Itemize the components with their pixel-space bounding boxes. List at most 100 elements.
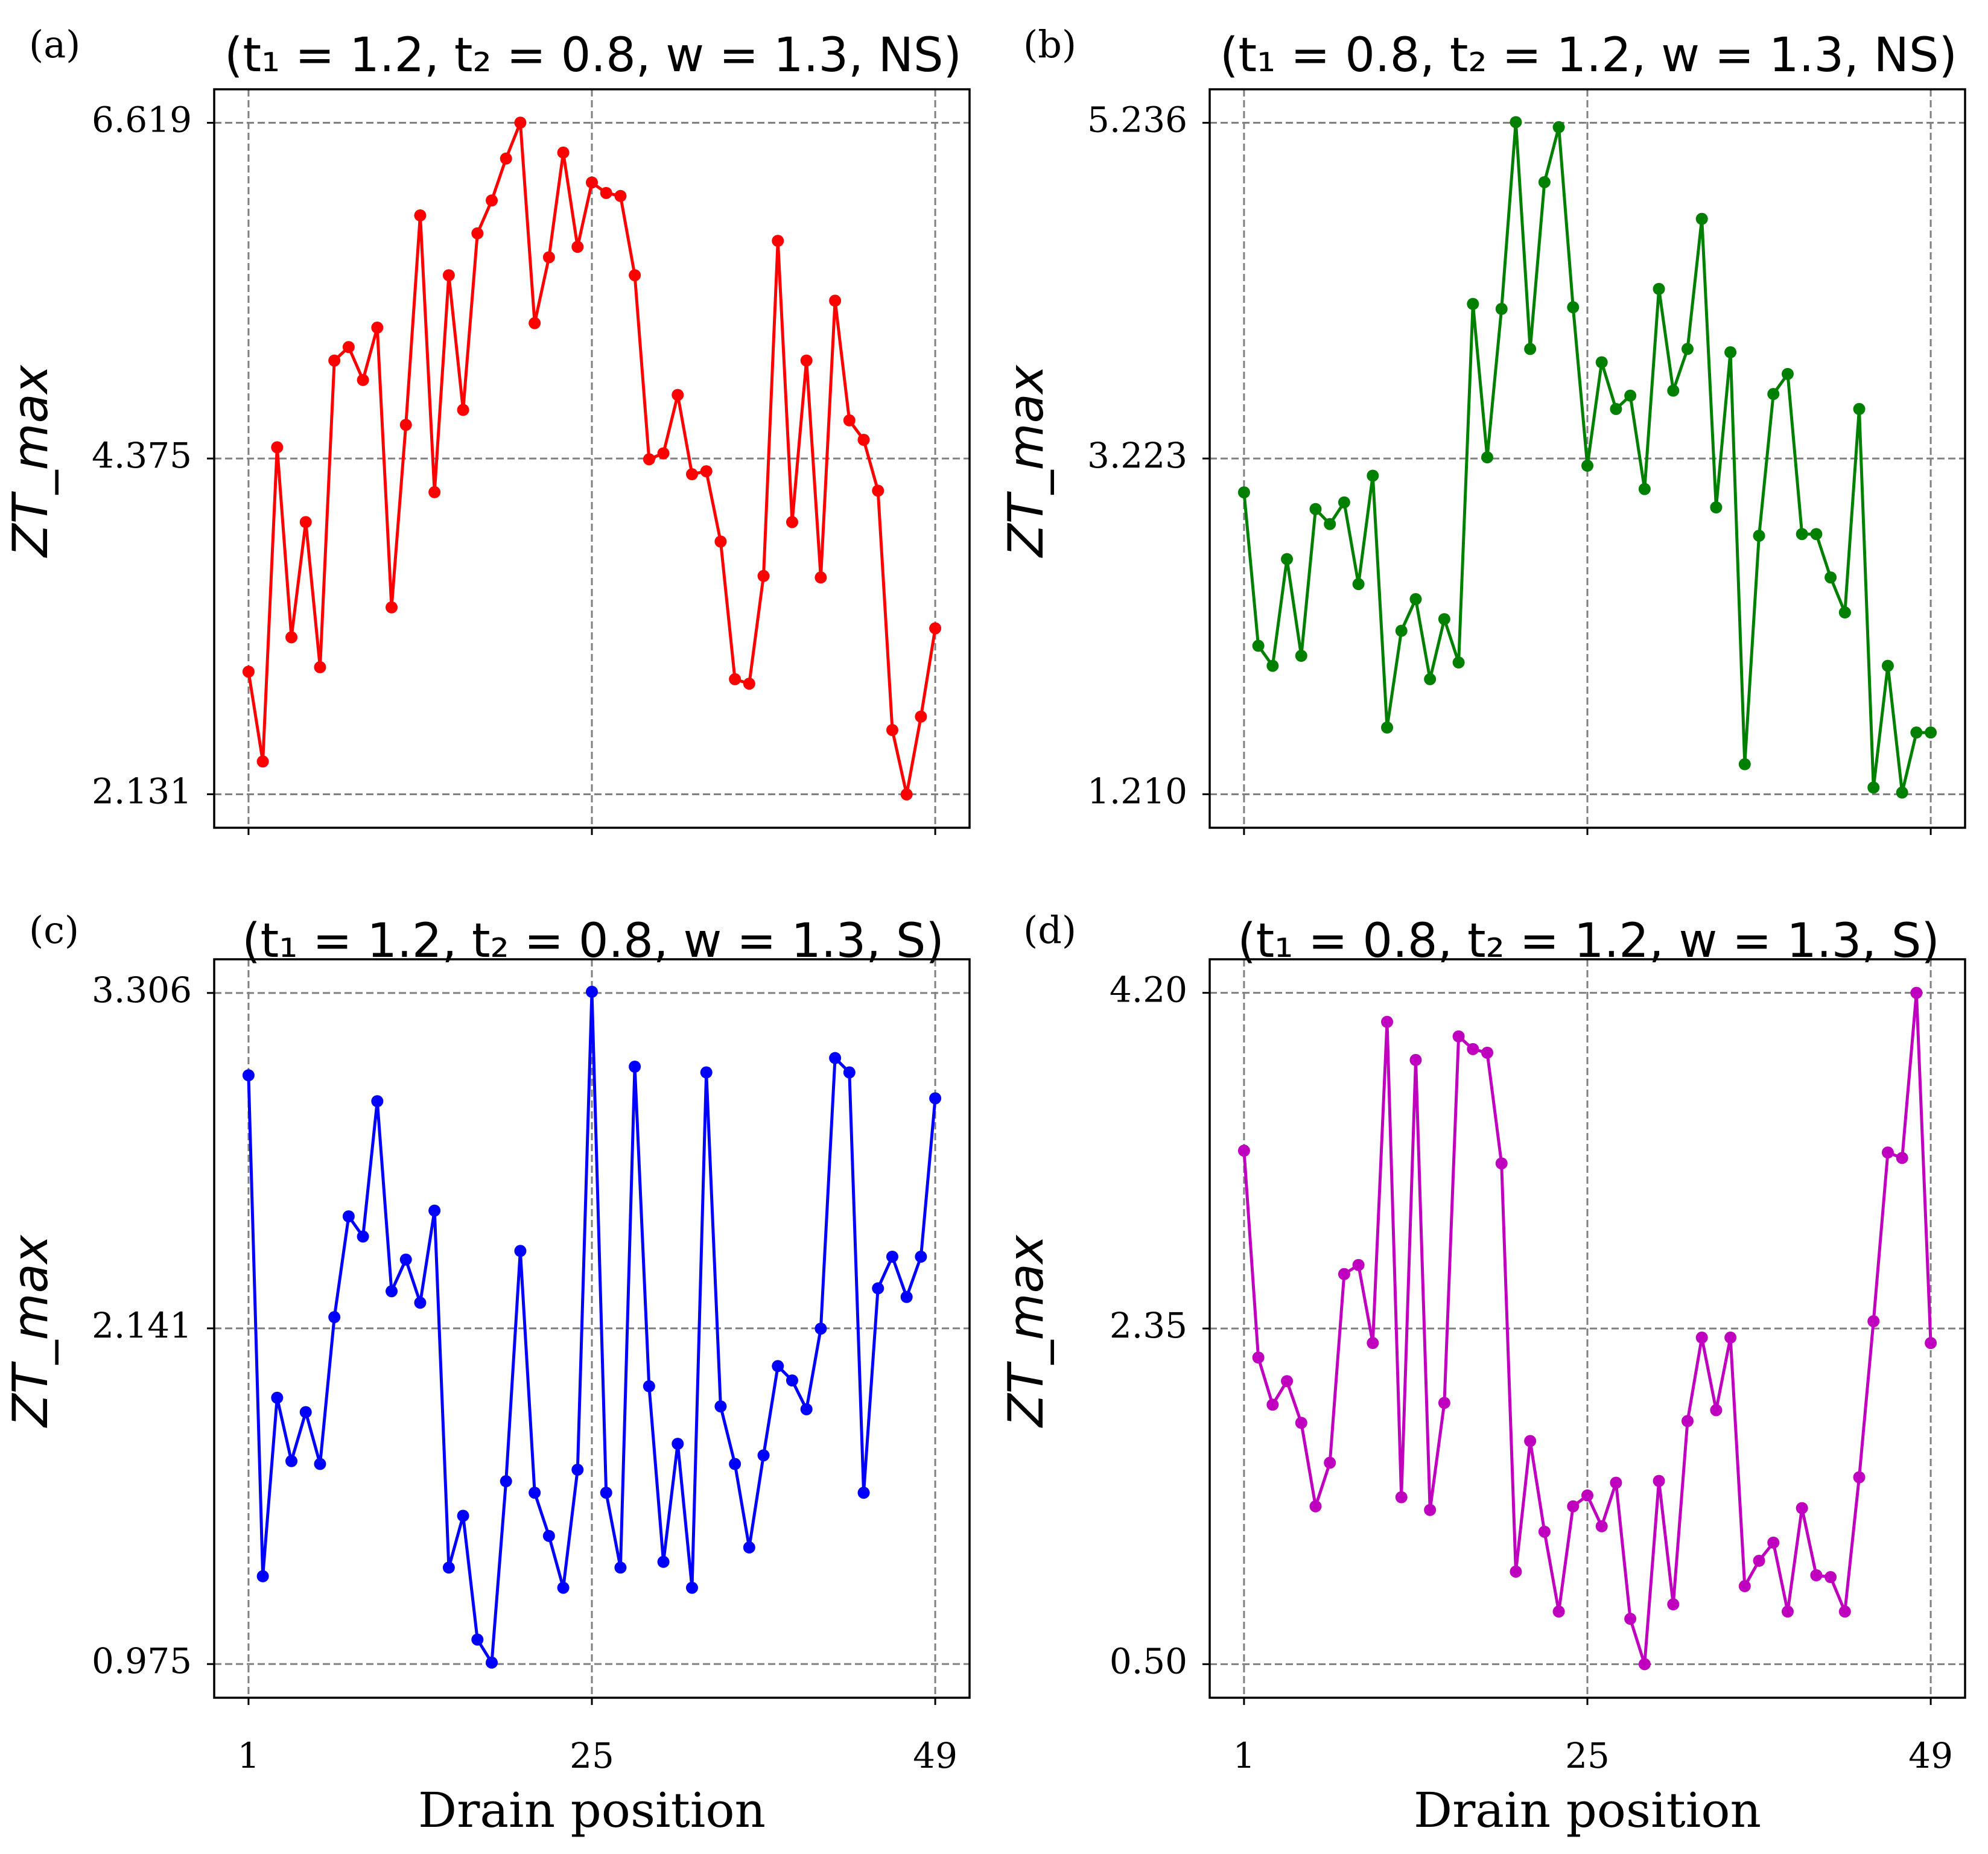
panel-b-data-point bbox=[1781, 367, 1794, 380]
panel-a-ytick-label: 2.131 bbox=[92, 770, 192, 811]
panel-a-data-point bbox=[600, 186, 612, 199]
panel-b-data-point bbox=[1324, 518, 1336, 530]
panel-a-data-point bbox=[743, 678, 755, 690]
panel-a-data-point bbox=[529, 317, 541, 329]
panel-b-data-point bbox=[1824, 571, 1837, 584]
panel-b-data-point bbox=[1467, 297, 1479, 310]
panel-a-data-point bbox=[643, 453, 655, 466]
panel-d-data-point bbox=[1438, 1397, 1450, 1409]
panel-a-data-point bbox=[714, 535, 727, 548]
panel-c-data-point bbox=[872, 1282, 884, 1295]
panel-c-data-point bbox=[929, 1092, 942, 1105]
panel-d-data-point bbox=[1467, 1043, 1479, 1055]
panel-a-data-point bbox=[386, 601, 398, 614]
panel-d-data-point bbox=[1681, 1415, 1694, 1427]
panel-b-data-point bbox=[1595, 356, 1608, 369]
panel-c-data-point bbox=[428, 1204, 441, 1217]
panel-d-data-point bbox=[1352, 1259, 1365, 1271]
panel-b-ylabel: ZT_max bbox=[998, 364, 1054, 558]
panel-a-data-point bbox=[815, 571, 827, 584]
panel-a-data-point bbox=[299, 516, 312, 529]
panel-c-data-point bbox=[857, 1487, 870, 1499]
panel-b-data-point bbox=[1309, 503, 1322, 515]
panel-c-data-point bbox=[629, 1060, 641, 1073]
panel-b-data-point bbox=[1710, 501, 1723, 513]
panel-b-data-point bbox=[1653, 282, 1665, 295]
panel-d-data-point bbox=[1767, 1536, 1780, 1549]
panel-d-data-point bbox=[1395, 1491, 1408, 1503]
panel-a-data-point bbox=[672, 389, 684, 401]
panel-a-data-point bbox=[729, 673, 742, 685]
panel-d-data-point bbox=[1610, 1476, 1622, 1489]
panel-a-data-point bbox=[900, 788, 913, 801]
panel-a-data-point bbox=[614, 189, 627, 202]
panel-c-data-point bbox=[342, 1210, 355, 1223]
panel-d-label: (d) bbox=[1023, 908, 1076, 952]
panel-a-data-point bbox=[800, 354, 813, 367]
panel-c-xtick-label: 49 bbox=[913, 1735, 957, 1776]
panel-b-data-point bbox=[1853, 402, 1866, 415]
panel-c-data-point bbox=[529, 1487, 541, 1499]
panel-d-data-point bbox=[1424, 1503, 1437, 1516]
panel-b-data-point bbox=[1552, 121, 1565, 133]
panel-d-data-point bbox=[1252, 1351, 1265, 1364]
panel-c-data-point bbox=[500, 1475, 512, 1488]
panel-b-ytick-label: 1.210 bbox=[1087, 770, 1187, 811]
panel-d-data-point bbox=[1409, 1053, 1422, 1066]
panel-a-data-point bbox=[786, 516, 798, 529]
panel-b-ytick-label: 3.223 bbox=[1087, 435, 1187, 476]
panel-c-data-point bbox=[643, 1380, 655, 1392]
panel-b-axes-frame bbox=[1208, 88, 1966, 829]
panel-b-data-point bbox=[1495, 303, 1508, 316]
panel-a-data-point bbox=[371, 322, 384, 334]
panel-d-data-point bbox=[1510, 1565, 1522, 1578]
panel-a-data-point bbox=[843, 414, 856, 427]
panel-d-ytick-label: 4.20 bbox=[1110, 970, 1187, 1011]
panel-b-data-point bbox=[1753, 529, 1765, 542]
panel-c-data-point bbox=[357, 1230, 369, 1243]
panel-c-data-point bbox=[542, 1529, 555, 1542]
panel-d-data-point bbox=[1281, 1375, 1294, 1388]
panel-a-data-point bbox=[542, 251, 555, 264]
panel-b-data-point bbox=[1438, 613, 1450, 626]
panel-b-data-point bbox=[1395, 624, 1408, 637]
panel-b-data-point bbox=[1281, 553, 1294, 565]
panel-b-data-point bbox=[1567, 301, 1580, 314]
panel-a-ytick-label: 4.375 bbox=[92, 435, 192, 476]
panel-a-grid bbox=[207, 89, 970, 835]
panel-d-data-point bbox=[1853, 1471, 1866, 1484]
panel-d-data-point bbox=[1381, 1015, 1394, 1028]
panel-d-data-point bbox=[1524, 1435, 1537, 1447]
panel-c-data-point bbox=[386, 1285, 398, 1298]
panel-d-data-point bbox=[1824, 1571, 1837, 1584]
panel-b-data-point bbox=[1681, 343, 1694, 355]
panel-c-data-point bbox=[486, 1656, 498, 1669]
panel-c-data-point bbox=[571, 1464, 584, 1476]
panel-c-data-point bbox=[900, 1290, 913, 1303]
panel-d-data-point bbox=[1838, 1605, 1851, 1618]
panel-d-yticks: 0.50 2.35 4.20 bbox=[1110, 970, 1187, 1682]
panel-d-data-point bbox=[1781, 1605, 1794, 1618]
panel-d-data-point bbox=[1867, 1315, 1880, 1327]
panel-b-data-point bbox=[1838, 606, 1851, 619]
panel-d-data-point bbox=[1724, 1332, 1737, 1344]
panel-c-data-point bbox=[829, 1052, 842, 1064]
panel-a-data-point bbox=[757, 570, 770, 582]
panel-c-data-point bbox=[442, 1561, 455, 1574]
panel-c-data-point bbox=[414, 1297, 427, 1309]
panel-d: (d) (t₁ = 0.8, t₂ = 1.2, w = 1.3, S) ZT_… bbox=[998, 908, 1966, 1838]
panel-d-data-point bbox=[1338, 1268, 1350, 1280]
panel-d-xlabel: Drain position bbox=[1414, 1782, 1761, 1838]
panel-b-data-point bbox=[1409, 593, 1422, 606]
panel-c-data-point bbox=[328, 1311, 341, 1324]
panel-c-data-point bbox=[242, 1069, 255, 1082]
panel-a-data-point bbox=[500, 152, 512, 165]
panel-a-data-point bbox=[357, 373, 369, 386]
panel-a-data-point bbox=[586, 176, 598, 189]
panel-c-data-point bbox=[600, 1487, 612, 1499]
panel-d-data-point bbox=[1910, 986, 1923, 999]
panel-a-data-point bbox=[857, 434, 870, 446]
panel-b-data-point bbox=[1338, 496, 1350, 509]
panel-d-ytick-label: 2.35 bbox=[1110, 1305, 1187, 1346]
